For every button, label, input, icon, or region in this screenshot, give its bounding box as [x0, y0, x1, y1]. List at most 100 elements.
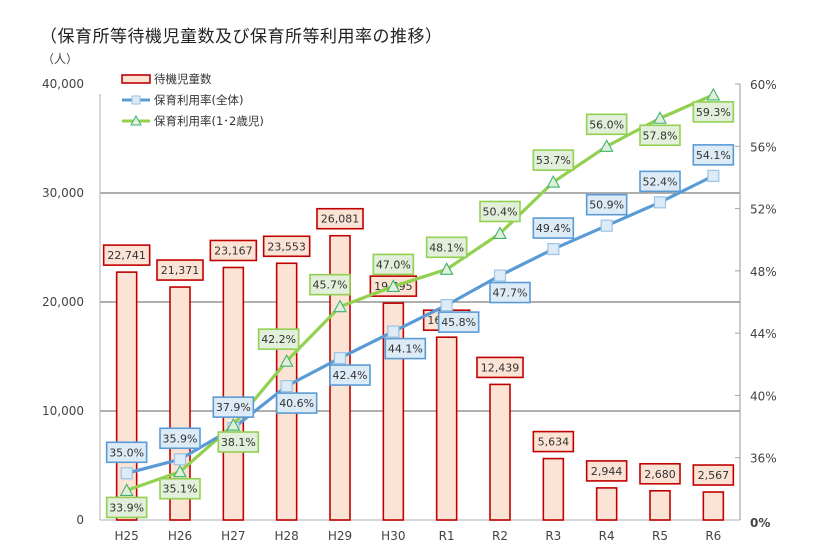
left-axis-tick-label: 0 — [76, 513, 84, 527]
legend-label: 保育利用率(全体) — [154, 93, 243, 107]
triangle-marker — [226, 417, 241, 431]
square-marker — [707, 169, 720, 182]
data-label-box — [384, 337, 427, 360]
triangle-marker — [653, 111, 667, 124]
data-label: 37.9% — [216, 401, 251, 414]
x-axis-tick-label: R2 — [492, 529, 508, 543]
data-label-box — [692, 464, 735, 486]
data-label: 35.1% — [163, 483, 198, 496]
data-label: 35.9% — [163, 432, 198, 445]
data-label: 22,741 — [107, 249, 146, 262]
data-label-box — [209, 239, 258, 262]
data-label: 59.3% — [696, 106, 731, 119]
data-label: 47.0% — [376, 258, 411, 271]
square-marker — [600, 219, 613, 232]
square-marker — [547, 242, 560, 256]
data-label-box — [585, 460, 628, 482]
bar — [595, 487, 618, 521]
data-label-box — [257, 328, 300, 350]
square-marker — [173, 453, 187, 466]
x-axis-tick-label: R5 — [652, 529, 668, 543]
square-marker — [387, 325, 400, 338]
legend-label: 保育利用率(1･2歳児) — [154, 114, 264, 128]
bar — [435, 336, 458, 521]
legend-square-marker — [131, 95, 141, 105]
right-axis-tick-label: 60% — [750, 78, 777, 92]
data-label-box — [532, 149, 575, 171]
data-label-box — [316, 207, 364, 230]
x-axis-tick-label: H27 — [221, 529, 245, 543]
bar — [702, 491, 725, 521]
data-label-box — [476, 356, 524, 379]
right-axis-tick-label: 36% — [750, 452, 777, 466]
data-label-box — [692, 101, 735, 123]
data-label: 23,553 — [267, 240, 306, 253]
bar — [222, 266, 245, 521]
data-label-box — [585, 193, 628, 216]
data-label: 57.8% — [643, 129, 678, 142]
data-label: 40.6% — [279, 397, 314, 410]
data-label: 42.4% — [333, 369, 368, 382]
data-label: 38.1% — [221, 436, 256, 449]
left-axis-unit: （人） — [42, 52, 79, 66]
data-label: 5,634 — [538, 436, 570, 449]
data-label: 48.1% — [429, 241, 464, 254]
x-axis-tick-label: H26 — [168, 529, 192, 543]
data-label-box — [262, 235, 311, 258]
bar — [542, 457, 565, 521]
left-axis-tick-label: 10,000 — [42, 404, 84, 418]
legend-bar-swatch — [121, 74, 151, 84]
left-axis-tick-label: 40,000 — [42, 77, 84, 91]
bar — [115, 271, 138, 521]
data-label-box — [329, 364, 371, 386]
data-label-box — [692, 144, 735, 166]
triangle-marker — [439, 262, 454, 275]
data-label-box — [425, 236, 468, 259]
data-label-box — [532, 217, 575, 239]
data-label: 35.0% — [109, 446, 144, 459]
square-marker — [493, 269, 507, 282]
data-label-box — [489, 281, 531, 304]
x-axis-tick-label: H25 — [115, 529, 139, 543]
data-label-box — [217, 431, 260, 453]
triangle-marker — [706, 87, 721, 101]
data-label: 44.1% — [388, 343, 423, 356]
x-axis-tick-label: H28 — [275, 529, 299, 543]
data-label: 42.2% — [261, 333, 296, 346]
chart-title: （保育所等待機児童数及び保育所等利用率の推移） — [40, 27, 443, 47]
data-label: 45.7% — [313, 279, 348, 292]
data-label: 2,680 — [644, 468, 676, 481]
right-axis-tick-label: 52% — [750, 203, 777, 217]
data-label-box — [639, 124, 681, 147]
x-axis-tick-label: R3 — [545, 529, 561, 543]
triangle-marker — [599, 139, 614, 152]
bar — [489, 383, 511, 521]
data-label-box — [102, 244, 151, 266]
data-label: 23,167 — [214, 244, 253, 257]
right-axis-tick-label: 48% — [750, 265, 777, 279]
triangle-marker — [386, 279, 401, 292]
bar — [649, 489, 671, 521]
data-label: 52.4% — [643, 175, 678, 188]
data-label-box — [156, 259, 204, 281]
triangle-marker — [333, 299, 347, 313]
data-label: 49.4% — [536, 222, 571, 235]
data-label-box — [159, 427, 201, 450]
x-axis-tick-label: H30 — [381, 529, 405, 543]
data-label: 45.8% — [441, 316, 476, 329]
data-label-box — [309, 273, 351, 296]
triangle-marker — [546, 174, 561, 188]
data-label: 26,081 — [321, 213, 360, 226]
data-label-box — [275, 392, 318, 414]
square-marker — [120, 467, 133, 480]
data-label-box — [372, 253, 415, 276]
data-label: 47.7% — [493, 287, 528, 300]
data-label: 33.9% — [109, 501, 144, 514]
x-axis-tick-label: H29 — [328, 529, 352, 543]
triangle-marker — [279, 354, 294, 367]
x-axis-tick-label: R6 — [705, 529, 721, 543]
data-label-box — [585, 113, 628, 136]
data-label: 12,439 — [481, 361, 520, 374]
data-label-box — [437, 311, 480, 333]
